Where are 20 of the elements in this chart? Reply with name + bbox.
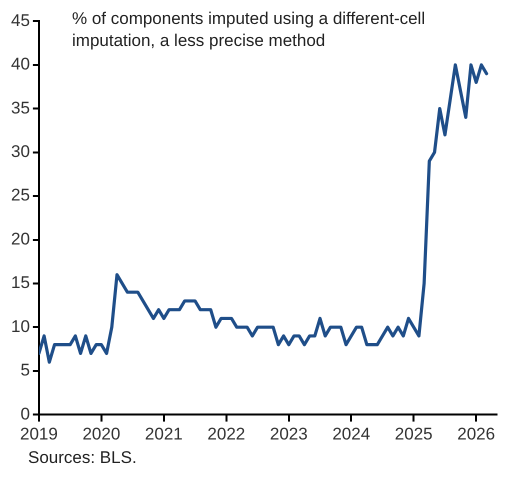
y-tick-label: 30 bbox=[10, 142, 30, 162]
x-tick-label: 2021 bbox=[144, 424, 183, 444]
x-tick-label: 2019 bbox=[20, 424, 58, 444]
y-tick-label: 10 bbox=[10, 316, 30, 336]
x-tick-label: 2022 bbox=[207, 424, 246, 444]
x-tick-label: 2026 bbox=[457, 424, 496, 444]
y-tick-label: 15 bbox=[10, 273, 30, 292]
y-tick-label: 0 bbox=[20, 404, 30, 424]
source-note: Sources: BLS. bbox=[28, 448, 138, 468]
x-tick-label: 2024 bbox=[332, 424, 370, 444]
x-tick-label: 2020 bbox=[82, 424, 120, 444]
y-tick-label: 25 bbox=[10, 186, 30, 205]
y-tick-label: 35 bbox=[10, 98, 30, 118]
y-tick-label: 5 bbox=[20, 360, 30, 380]
x-tick-label: 2025 bbox=[394, 424, 433, 444]
y-tick-label: 40 bbox=[10, 54, 30, 74]
y-tick-label: 20 bbox=[10, 229, 30, 248]
y-tick-label: 45 bbox=[10, 10, 30, 30]
chart-title: % of components imputed using a different-cell imputation, a less precise method bbox=[72, 8, 426, 52]
x-tick-label: 2023 bbox=[270, 424, 308, 444]
